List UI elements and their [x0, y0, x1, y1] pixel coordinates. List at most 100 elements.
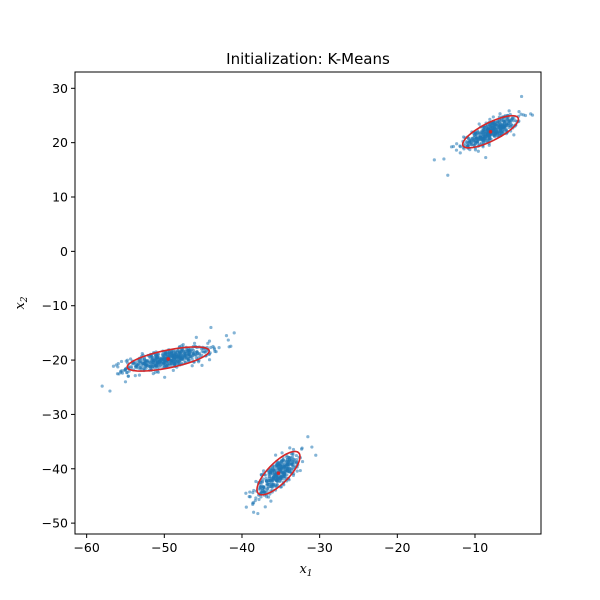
x-tick-label: −40	[229, 540, 255, 555]
data-point	[486, 133, 491, 138]
data-point	[446, 173, 450, 177]
data-point	[232, 331, 236, 335]
data-point	[483, 132, 488, 136]
data-point	[287, 459, 291, 463]
data-point	[117, 372, 121, 376]
data-point	[265, 479, 269, 484]
data-point	[493, 132, 497, 136]
data-point	[140, 352, 144, 356]
data-point	[252, 488, 256, 493]
x-tick-label: −20	[384, 540, 410, 555]
data-point	[268, 484, 272, 489]
data-point	[258, 487, 263, 491]
data-point	[504, 128, 508, 132]
data-point	[187, 351, 192, 355]
data-point	[442, 157, 446, 161]
data-point	[200, 363, 204, 367]
data-point	[227, 345, 231, 349]
data-point	[271, 469, 275, 473]
x-tick-label: −10	[462, 540, 488, 555]
data-point	[172, 351, 176, 355]
data-point	[180, 356, 185, 360]
data-point	[288, 446, 292, 450]
data-point	[294, 453, 298, 458]
data-point	[479, 130, 483, 134]
data-point	[190, 357, 194, 361]
data-point	[278, 468, 282, 472]
data-point	[214, 350, 218, 354]
data-point	[154, 363, 158, 367]
data-point	[268, 475, 272, 479]
data-point	[142, 367, 146, 371]
data-point	[111, 364, 116, 368]
y-tick-label: −40	[42, 461, 68, 476]
data-point	[464, 140, 469, 144]
data-point	[100, 384, 104, 388]
cluster-ellipse-1	[461, 114, 520, 149]
data-point	[466, 143, 470, 148]
data-point	[167, 352, 172, 356]
data-point	[462, 147, 466, 151]
data-point	[284, 469, 288, 473]
data-point	[470, 136, 474, 140]
data-point	[290, 455, 295, 459]
data-point	[508, 120, 512, 125]
data-point	[298, 468, 302, 473]
x-axis-label-subscript: 1	[307, 569, 313, 579]
ellipse-layer	[126, 114, 520, 496]
data-point	[493, 120, 497, 124]
data-point	[268, 470, 272, 474]
y-tick-label: −50	[42, 516, 68, 531]
data-point	[469, 142, 474, 147]
data-point	[530, 113, 535, 117]
data-point	[131, 362, 135, 366]
data-point	[163, 351, 168, 355]
data-point	[248, 495, 252, 499]
data-point	[185, 347, 189, 352]
data-point	[153, 366, 157, 370]
y-tick-label: 20	[52, 135, 68, 150]
data-point	[177, 359, 181, 364]
data-point	[286, 467, 290, 471]
data-point	[133, 374, 137, 378]
data-point	[154, 356, 158, 361]
data-point	[142, 357, 147, 361]
data-point	[310, 445, 314, 449]
data-point	[244, 505, 248, 509]
data-point	[159, 363, 163, 367]
data-point	[244, 491, 248, 495]
data-point	[458, 151, 462, 155]
data-point	[473, 142, 477, 146]
data-point	[284, 460, 288, 464]
data-point	[262, 485, 266, 489]
data-point	[198, 351, 202, 356]
y-axis-label: x2	[13, 296, 30, 309]
data-point	[499, 119, 503, 123]
data-point	[295, 469, 299, 473]
data-point	[148, 361, 153, 366]
data-point	[254, 496, 258, 500]
y-axis-label-subscript: 2	[20, 296, 30, 303]
chart-title: Initialization: K-Means	[226, 50, 390, 68]
data-point	[158, 360, 163, 364]
data-point	[488, 125, 492, 129]
x-tick-label: −60	[73, 540, 99, 555]
data-point	[517, 110, 521, 114]
data-point	[161, 355, 166, 359]
data-point	[472, 138, 476, 142]
data-point	[490, 125, 494, 129]
data-point	[164, 364, 168, 368]
data-point	[146, 358, 150, 363]
data-point	[260, 479, 265, 483]
y-tick-label: 30	[52, 81, 68, 96]
data-point	[479, 137, 483, 141]
data-point	[503, 125, 507, 129]
data-point	[497, 130, 501, 134]
data-point	[270, 476, 274, 481]
data-point	[488, 117, 492, 121]
data-point	[455, 142, 459, 146]
data-point	[151, 372, 155, 376]
data-point	[278, 479, 282, 483]
data-point	[291, 473, 296, 478]
